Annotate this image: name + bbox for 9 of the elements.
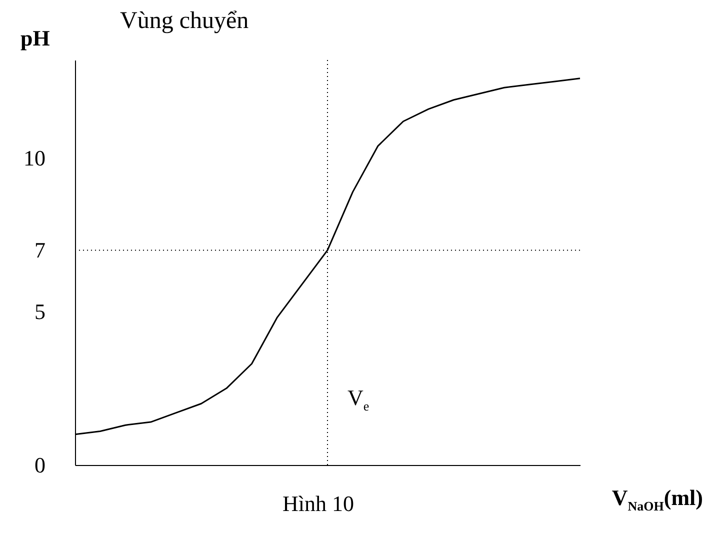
x-axis-title: V$_{NaOH}$(ml): [612, 485, 703, 514]
chart-title: Vùng chuyển: [120, 8, 249, 35]
y-tick-label: 7: [34, 238, 46, 263]
annotation: V$_{e}$: [348, 385, 370, 414]
y-tick-label: 0: [34, 452, 46, 478]
y-tick-label: 5: [34, 299, 46, 324]
text: Hình 10: [282, 491, 354, 517]
y-tick-label: 10: [24, 146, 46, 171]
y-axis-title: pH: [20, 26, 50, 50]
